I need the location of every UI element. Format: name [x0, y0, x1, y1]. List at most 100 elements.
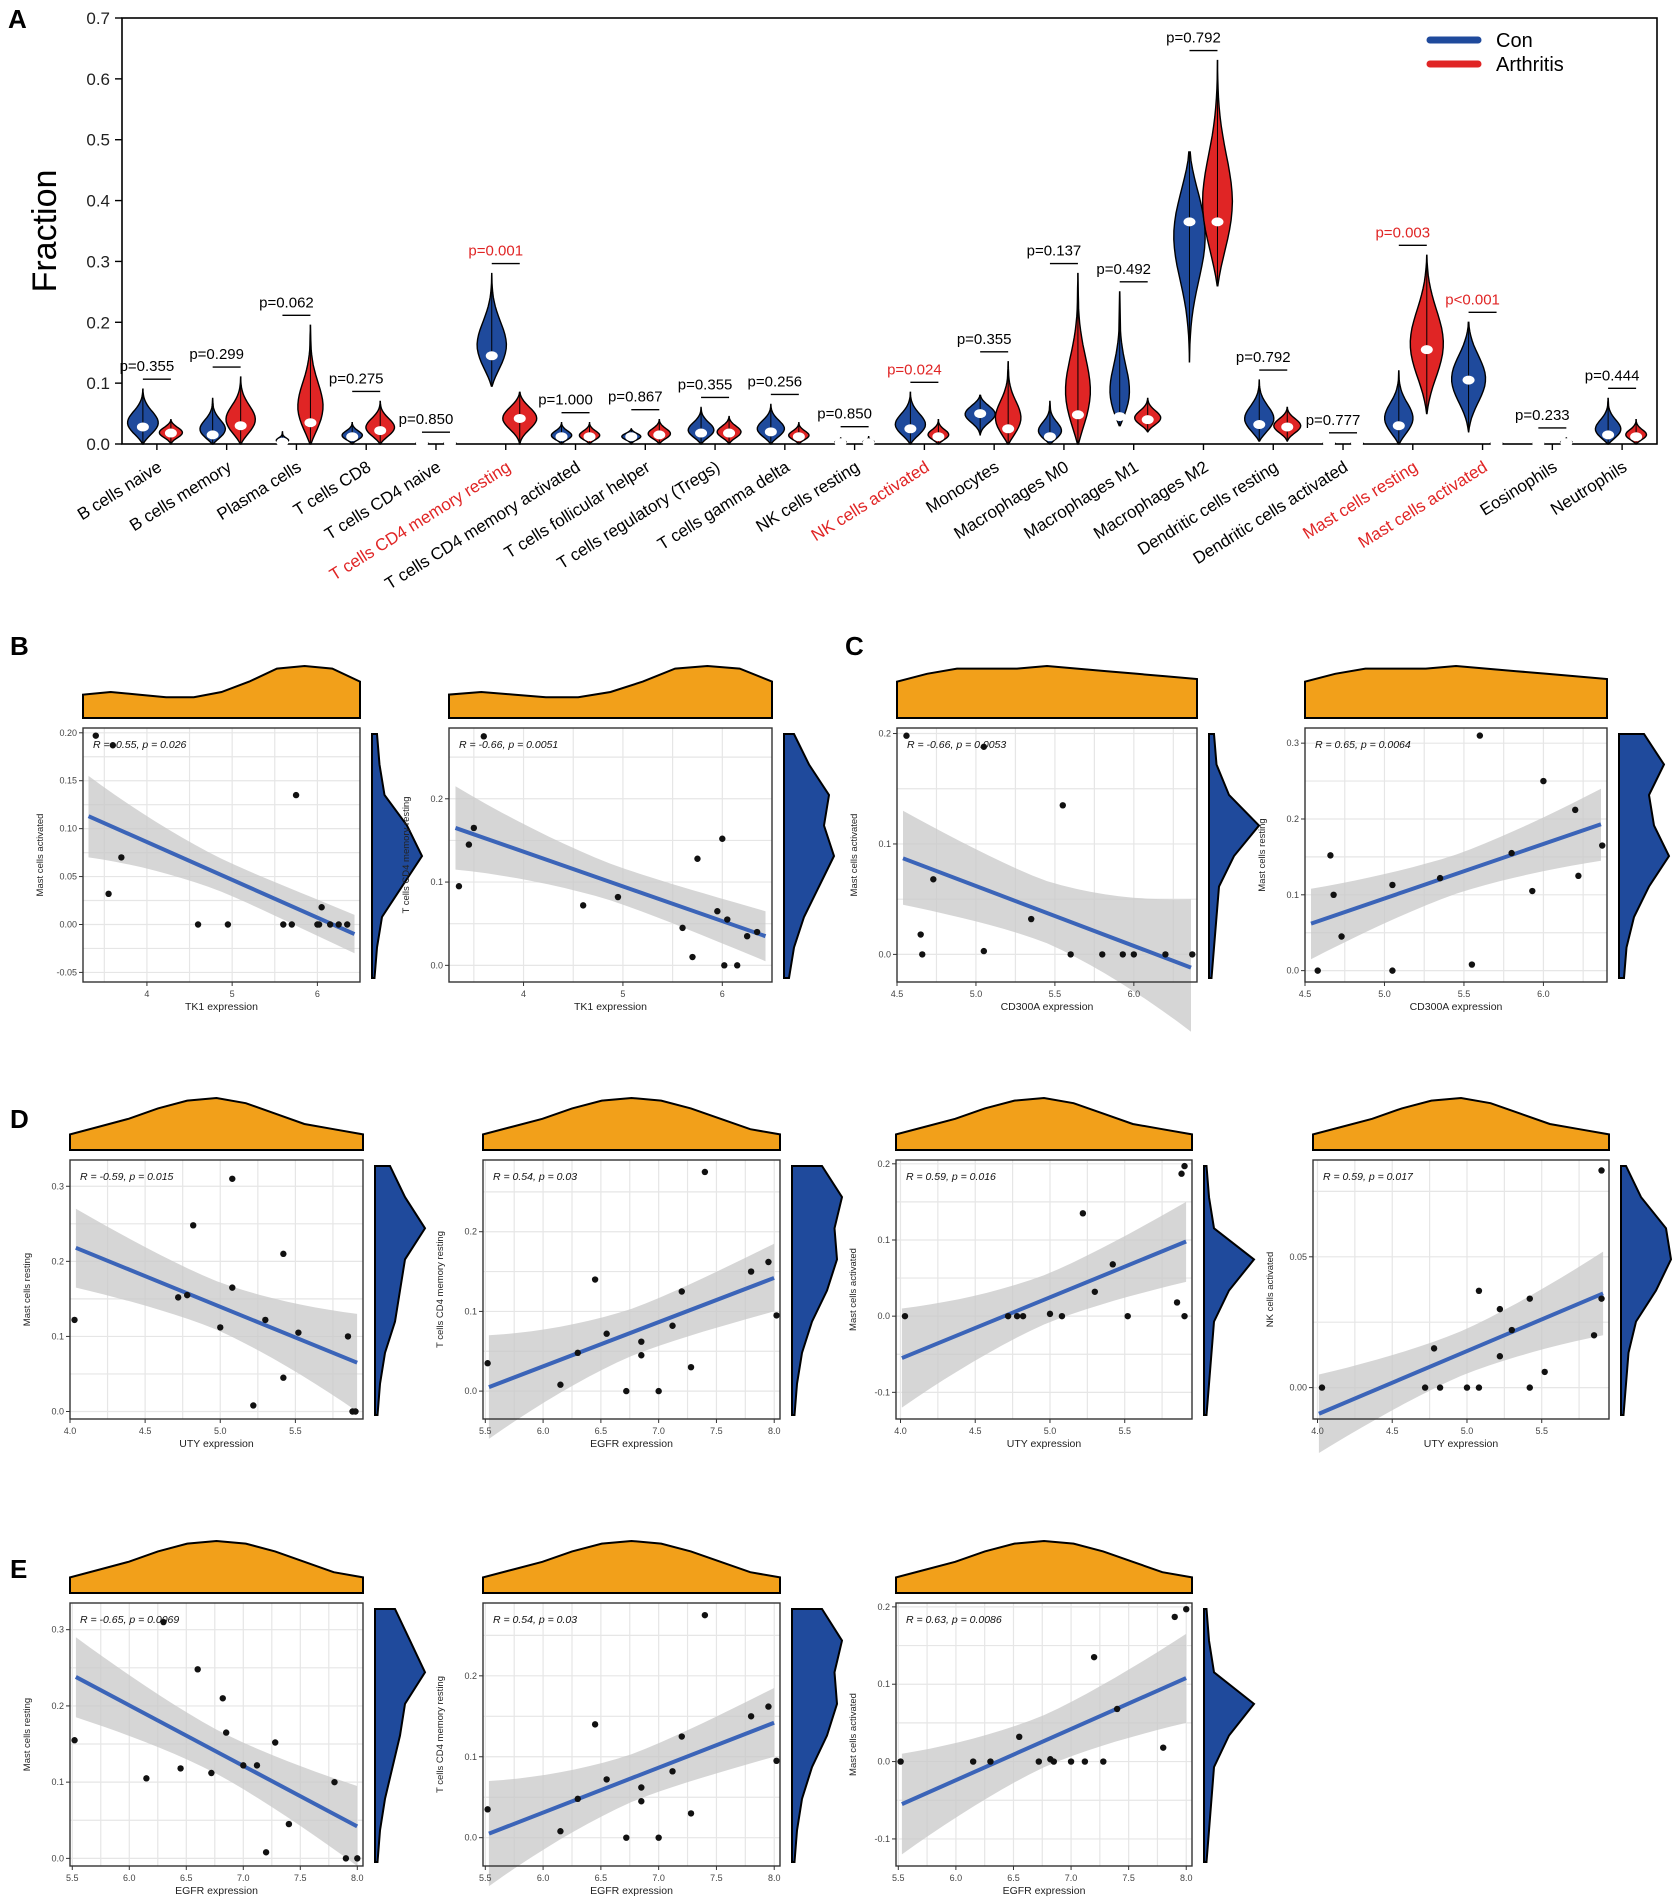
data-point: [1541, 1368, 1548, 1376]
data-point: [678, 1733, 685, 1740]
data-point: [669, 1322, 676, 1329]
data-point: [1327, 852, 1334, 859]
data-point: [919, 951, 926, 958]
correlation-stats: R = 0.59, p = 0.016: [906, 1171, 996, 1183]
violin-arthritis-median-dot: [1002, 424, 1015, 434]
data-point: [765, 1703, 772, 1710]
y-tick-label: 0.00: [59, 919, 77, 929]
x-tick-label: 4: [144, 989, 149, 999]
data-point: [1109, 1261, 1116, 1268]
data-point: [1526, 1384, 1533, 1391]
data-point: [194, 1666, 201, 1673]
plot-frame: [896, 727, 1198, 983]
data-point: [1130, 951, 1138, 958]
data-point: [557, 1381, 564, 1388]
x-tick-label: 6.0: [537, 1426, 550, 1436]
correlation-stats: R = -0.55, p = 0.026: [93, 739, 187, 751]
violin-arthritis-median-dot: [443, 438, 456, 448]
data-point: [262, 1849, 270, 1856]
scatter-panel-b2: 4 5 6 0.0 0.1 0.2 TK1 expression T cells CD4 me…: [401, 664, 836, 1013]
data-point: [250, 1402, 257, 1409]
violin-con-median-dot: [1113, 412, 1126, 422]
data-point: [721, 962, 728, 969]
violin-arthritis-median-dot: [1560, 438, 1573, 448]
data-point: [1572, 806, 1579, 814]
data-point: [1181, 1312, 1188, 1320]
data-point: [326, 921, 334, 928]
data-point: [1067, 951, 1074, 958]
y-tick-label: 0.5: [86, 131, 110, 150]
x-tick-label: 4.5: [139, 1426, 152, 1436]
y-tick-label: 0.2: [877, 1159, 890, 1169]
y-tick-label: 0.0: [877, 1757, 890, 1767]
data-point: [917, 931, 924, 938]
confidence-band: [455, 786, 766, 962]
x-axis-title: EGFR expression: [175, 1885, 258, 1897]
x-tick-label: Eosinophils: [1477, 457, 1561, 519]
correlation-stats: R = 0.54, p = 0.03: [493, 1171, 577, 1183]
scatter-panel-e3: 5.5 6.0 6.5 7.0 7.5 8.0 -0.1 0.0 0.1 0.2 EGFR expr…: [848, 1539, 1256, 1897]
x-axis-title: UTY expression: [1007, 1438, 1082, 1450]
data-point: [1090, 1653, 1098, 1661]
data-point: [455, 883, 463, 890]
data-point: [1475, 1287, 1483, 1295]
data-point: [1059, 802, 1066, 809]
violin-arthritis-median-dot: [1281, 422, 1294, 432]
data-point: [574, 1795, 581, 1803]
plot-frame: [1312, 1159, 1610, 1420]
regression-line: [488, 1276, 775, 1389]
data-point: [1314, 967, 1321, 974]
data-point: [1389, 967, 1396, 974]
y-tick-label: 0.1: [51, 1777, 64, 1787]
data-point: [655, 1387, 662, 1395]
x-tick-label: 5.5: [1049, 989, 1062, 999]
x-tick-label: 6: [315, 989, 320, 999]
x-tick-label: 5.0: [214, 1426, 227, 1436]
data-point: [1508, 849, 1515, 857]
data-point: [689, 953, 696, 961]
violin-con-median-dot: [1043, 432, 1056, 442]
data-point: [614, 893, 622, 901]
regression-line: [75, 1245, 358, 1365]
y-tick-label: 0.1: [464, 1752, 477, 1762]
y-tick-label: 0.3: [51, 1625, 64, 1635]
data-point: [1028, 915, 1035, 923]
x-tick-label: 8.0: [768, 1426, 781, 1436]
plot-frame: [895, 1602, 1193, 1867]
x-tick-label: 6.5: [1007, 1873, 1020, 1883]
data-point: [1526, 1295, 1533, 1302]
violin-con-median-dot: [904, 424, 917, 434]
p-value-label: p=0.062: [259, 294, 314, 311]
x-tick-label: Macrophages M1: [1020, 457, 1141, 543]
y-axis-title: T cells CD4 memory resting: [401, 796, 412, 913]
scatter-panel-c1: 4.5 5.0 5.5 6.0 0.0 0.1 0.2 CD300A expression Ma…: [849, 664, 1261, 1032]
data-point: [743, 932, 751, 940]
scatter-panel-e1: 5.5 6.0 6.5 7.0 7.5 8.0 0.0 0.1 0.2 0.3 EGFR expre…: [22, 1539, 427, 1897]
confidence-band: [75, 1208, 358, 1412]
top-marginal-density: [1304, 664, 1608, 719]
violin-con-median-dot: [555, 432, 568, 442]
scatter-panel-d2: 5.5 6.0 6.5 7.0 7.5 8.0 0.0 0.1 0.2 EGFR expressi…: [435, 1096, 844, 1450]
scatter-panel-e2: 5.5 6.0 6.5 7.0 7.5 8.0 0.0 0.1 0.2 EGFR expressi…: [435, 1539, 844, 1897]
p-value-label: p=0.850: [817, 406, 872, 423]
data-point: [1496, 1305, 1504, 1313]
data-point: [669, 1768, 676, 1775]
y-tick-label: 0.1: [878, 839, 891, 849]
legend-label-arthritis: Arthritis: [1496, 54, 1564, 76]
correlation-stats: R = 0.54, p = 0.03: [493, 1614, 577, 1626]
x-tick-label: 4.5: [1299, 989, 1312, 999]
x-axis-title: EGFR expression: [590, 1438, 673, 1450]
side-marginal-density: [1208, 733, 1261, 979]
y-tick-label: 0.15: [59, 776, 77, 786]
y-tick-label: 0.1: [877, 1235, 890, 1245]
p-value-label: p=0.792: [1236, 349, 1291, 366]
data-point: [1468, 961, 1476, 968]
plot-frame: [1304, 727, 1608, 983]
x-tick-label: 4.0: [894, 1426, 907, 1436]
confidence-band: [488, 1243, 775, 1439]
plot-frame: [121, 17, 1658, 445]
x-axis-title: UTY expression: [1424, 1438, 1499, 1450]
top-marginal-density: [895, 1539, 1193, 1594]
side-marginal-density: [791, 1165, 844, 1416]
y-tick-label: 0.00: [1289, 1383, 1307, 1393]
